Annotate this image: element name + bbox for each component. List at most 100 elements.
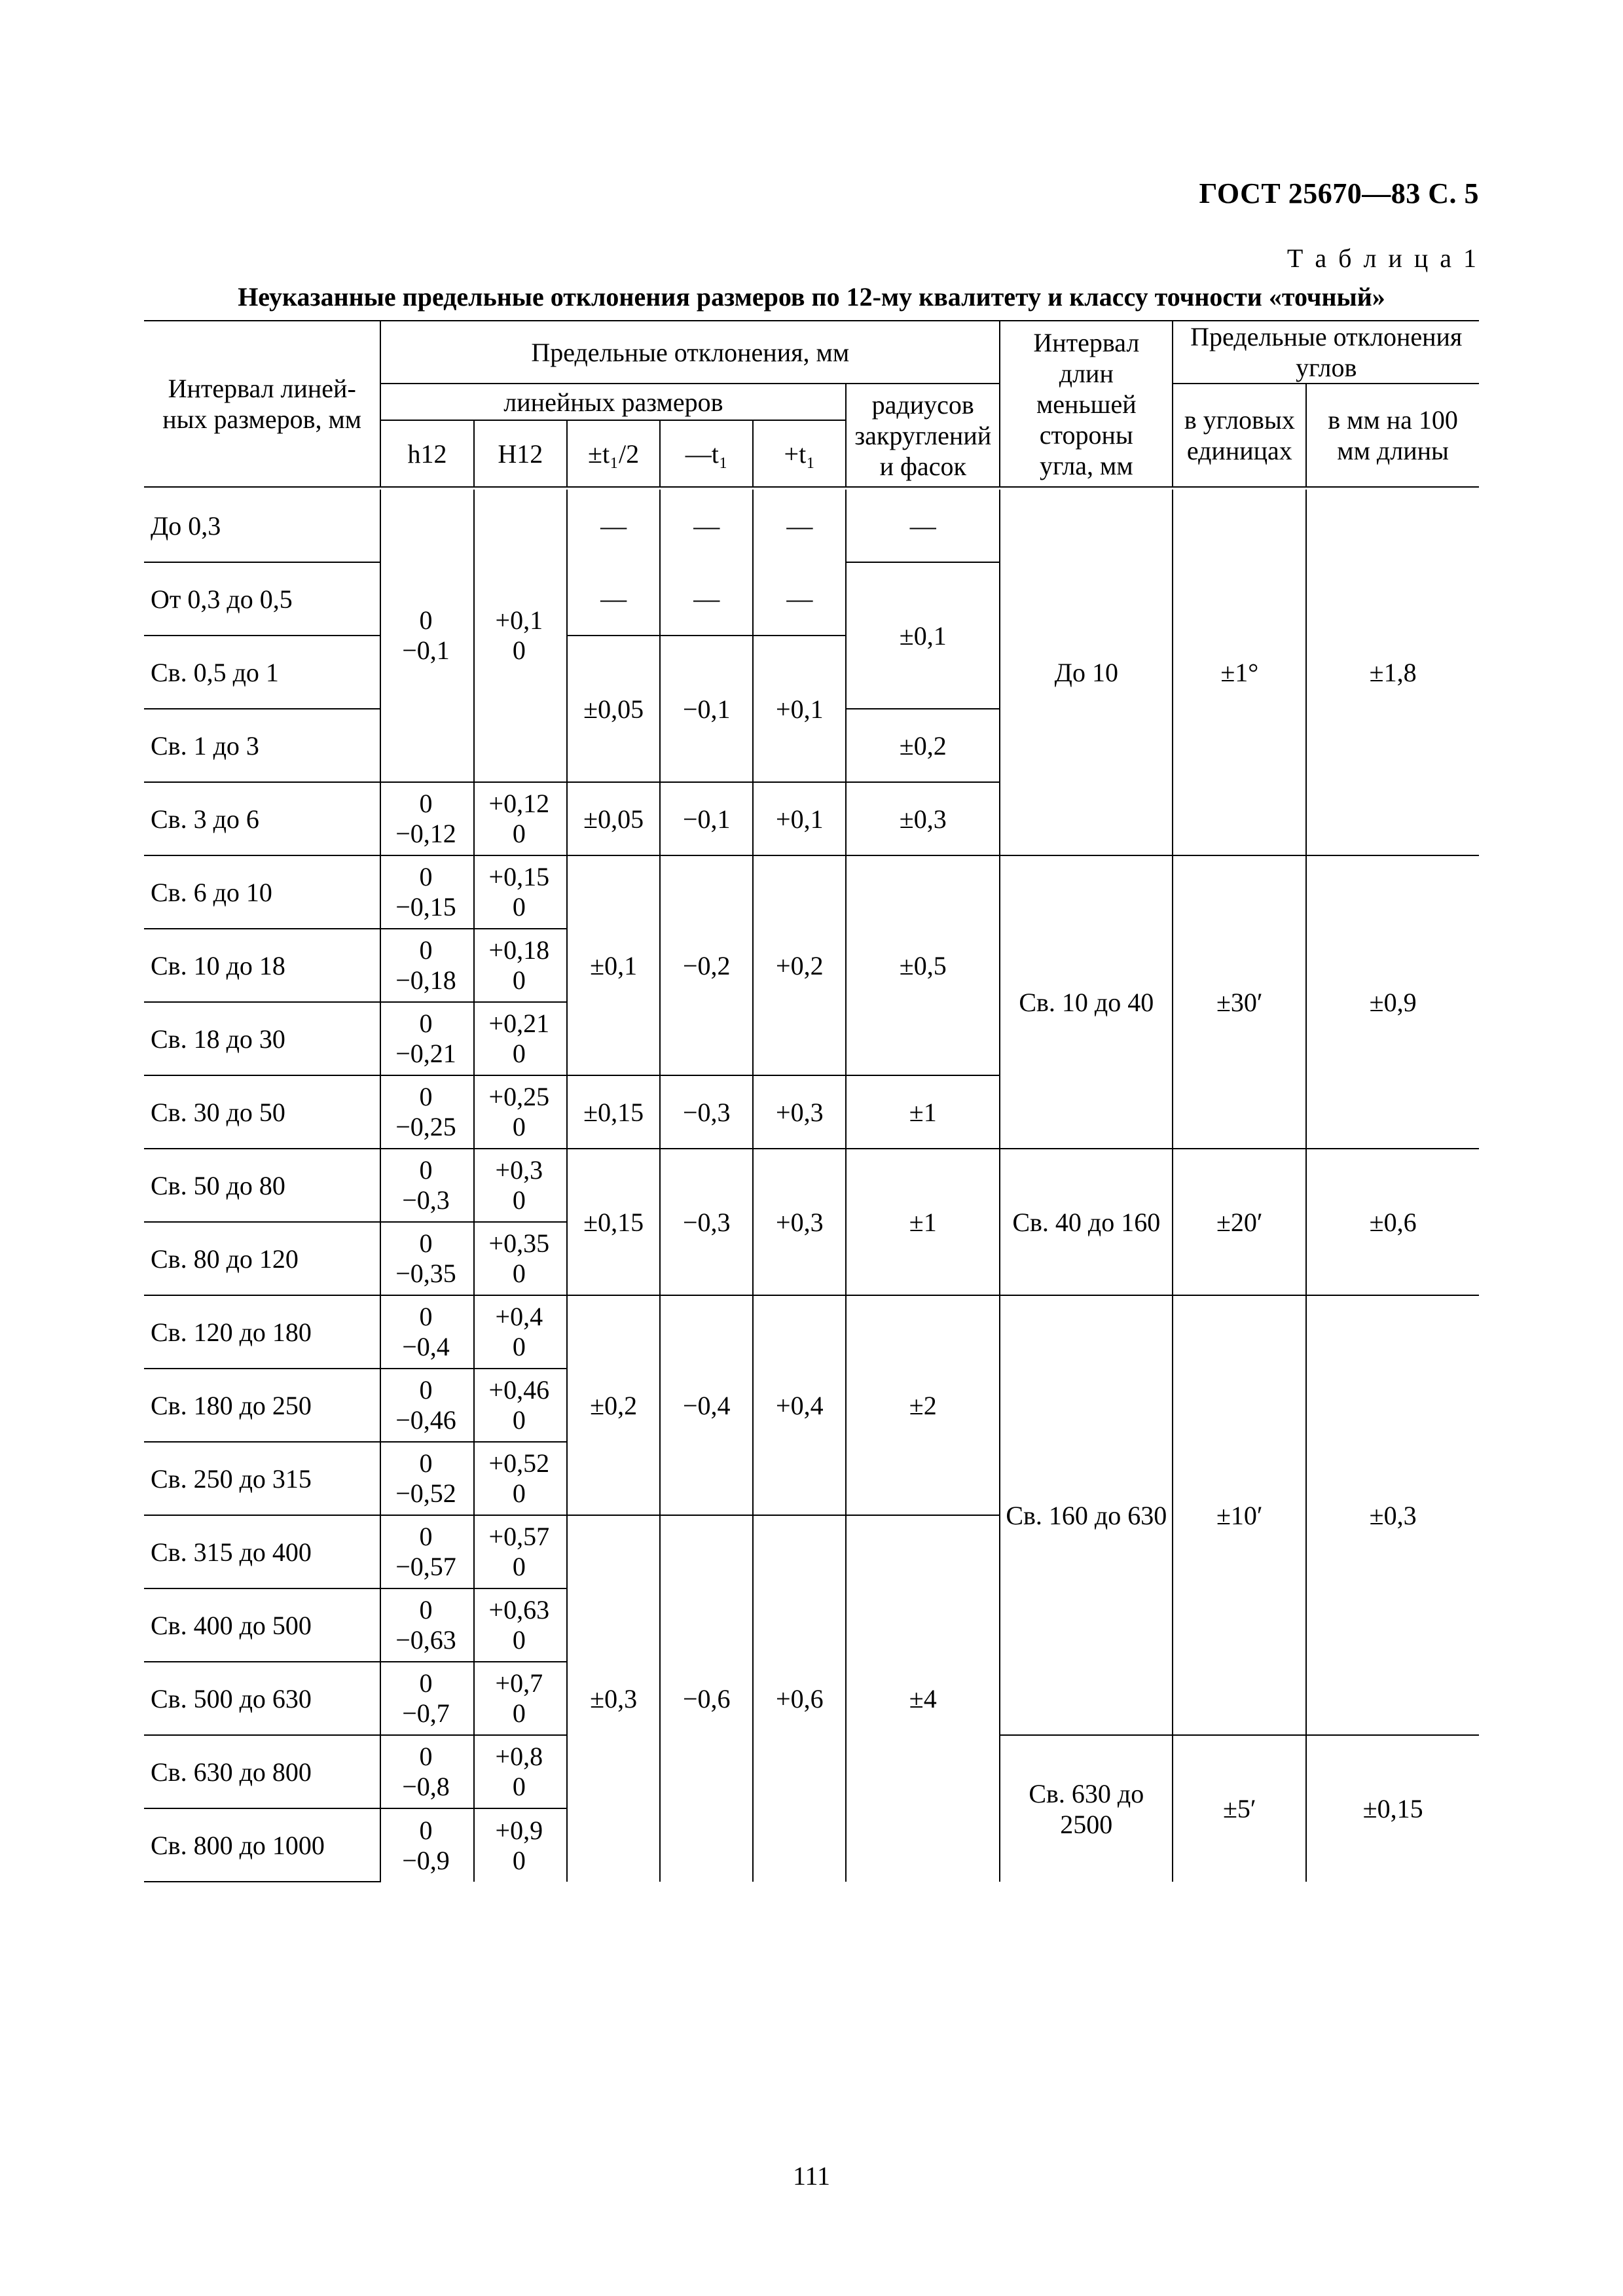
cell-mt1: −0,6 [660,1515,753,1882]
cell-t12: ±0,05 [567,636,660,782]
cell-angU: ±5′ [1173,1735,1306,1882]
cell-mt1: — [660,490,753,562]
cell-rad: ±0,5 [846,855,1000,1075]
cell-h12: 0−0,1 [380,490,473,782]
col-sub-radius: радиусов закруглений и фасок [846,384,1000,487]
cell-mt1: −0,3 [660,1075,753,1149]
cell-t12: ±0,05 [567,782,660,855]
cell-rad: — [846,490,1000,562]
cell-label: Св. 18 до 30 [144,1002,380,1075]
cell-h12: 0−0,4 [380,1295,473,1369]
col-pmt12: ±t₁/2 [567,420,660,487]
cell-H12: +0,120 [474,782,567,855]
cell-t12: ±0,3 [567,1515,660,1882]
cell-rad: ±4 [846,1515,1000,1882]
cell-angM: ±0,6 [1306,1149,1479,1295]
cell-angI: Св. 10 до 40 [1000,855,1173,1149]
cell-angI: Св. 630 до 2500 [1000,1735,1173,1882]
cell-label: Св. 0,5 до 1 [144,636,380,709]
cell-pt1: +0,3 [753,1075,846,1149]
cell-h12: 0−0,8 [380,1735,473,1808]
cell-h12: 0−0,63 [380,1588,473,1662]
cell-label: От 0,3 до 0,5 [144,562,380,636]
cell-angU: ±20′ [1173,1149,1306,1295]
cell-H12: +0,90 [474,1808,567,1882]
cell-mt1: −0,1 [660,636,753,782]
col-angle-interval: Интервал длин меньшей стороны угла, мм [1000,321,1173,487]
cell-angI: Св. 160 до 630 [1000,1295,1173,1735]
col-h12: h12 [380,420,473,487]
table-caption: Неуказанные предельные отклонения размер… [144,281,1479,312]
cell-angU: ±30′ [1173,855,1306,1149]
cell-label: Св. 30 до 50 [144,1075,380,1149]
cell-H12: +0,180 [474,929,567,1002]
cell-label: Св. 50 до 80 [144,1149,380,1222]
cell-label: До 0,3 [144,490,380,562]
cell-rad: ±1 [846,1149,1000,1295]
cell-rad: ±1 [846,1075,1000,1149]
cell-mt1: −0,1 [660,782,753,855]
cell-angM: ±0,9 [1306,855,1479,1149]
cell-rad: ±0,2 [846,709,1000,782]
cell-mt1: −0,3 [660,1149,753,1295]
col-pt1: +t₁ [753,420,846,487]
cell-H12: +0,70 [474,1662,567,1735]
table-row: Св. 50 до 800−0,3+0,30±0,15−0,3+0,3±1Св.… [144,1149,1479,1222]
cell-h12: 0−0,46 [380,1369,473,1442]
cell-t12: ±0,2 [567,1295,660,1515]
cell-H12: +0,10 [474,490,567,782]
cell-t12: — [567,562,660,636]
cell-angM: ±1,8 [1306,490,1479,855]
table-row: Св. 6 до 100−0,15+0,150±0,1−0,2+0,2±0,5С… [144,855,1479,929]
table-label: Т а б л и ц а 1 [144,243,1479,274]
cell-mt1: — [660,562,753,636]
cell-mt1: −0,4 [660,1295,753,1515]
cell-label: Св. 180 до 250 [144,1369,380,1442]
cell-pt1: +0,2 [753,855,846,1075]
cell-H12: +0,80 [474,1735,567,1808]
col-angle-mm: в мм на 100 мм длины [1306,384,1479,487]
cell-pt1: — [753,562,846,636]
cell-H12: +0,210 [474,1002,567,1075]
cell-pt1: +0,6 [753,1515,846,1882]
cell-rad: ±2 [846,1295,1000,1515]
cell-pt1: +0,3 [753,1149,846,1295]
cell-H12: +0,250 [474,1075,567,1149]
cell-rad: ±0,3 [846,782,1000,855]
cell-label: Св. 315 до 400 [144,1515,380,1588]
document-header: ГОСТ 25670—83 С. 5 [144,177,1479,210]
cell-angM: ±0,3 [1306,1295,1479,1735]
cell-h12: 0−0,15 [380,855,473,929]
cell-angU: ±10′ [1173,1295,1306,1735]
cell-H12: +0,150 [474,855,567,929]
col-H12-upper: H12 [474,420,567,487]
cell-h12: 0−0,52 [380,1442,473,1515]
col-mt1: —t₁ [660,420,753,487]
page-number: 111 [0,2161,1623,2191]
col-sub-linear: линейных размеров [380,384,846,420]
cell-label: Св. 3 до 6 [144,782,380,855]
cell-t12: ±0,1 [567,855,660,1075]
cell-angU: ±1° [1173,490,1306,855]
cell-pt1: +0,4 [753,1295,846,1515]
cell-mt1: −0,2 [660,855,753,1075]
cell-pt1: — [753,490,846,562]
cell-H12: +0,30 [474,1149,567,1222]
cell-label: Св. 500 до 630 [144,1662,380,1735]
col-group-angle-dev: Предельные отклоне­ния углов [1173,321,1479,384]
cell-h12: 0−0,18 [380,929,473,1002]
cell-label: Св. 250 до 315 [144,1442,380,1515]
cell-h12: 0−0,21 [380,1002,473,1075]
cell-label: Св. 400 до 500 [144,1588,380,1662]
cell-label: Св. 10 до 18 [144,929,380,1002]
cell-angI: До 10 [1000,490,1173,855]
cell-rad: ±0,1 [846,562,1000,709]
cell-h12: 0−0,7 [380,1662,473,1735]
cell-angI: Св. 40 до 160 [1000,1149,1173,1295]
cell-label: Св. 800 до 1000 [144,1808,380,1882]
cell-h12: 0−0,3 [380,1149,473,1222]
cell-label: Св. 6 до 10 [144,855,380,929]
cell-h12: 0−0,12 [380,782,473,855]
cell-label: Св. 120 до 180 [144,1295,380,1369]
col-group-deviations: Предельные отклонения, мм [380,321,1000,384]
